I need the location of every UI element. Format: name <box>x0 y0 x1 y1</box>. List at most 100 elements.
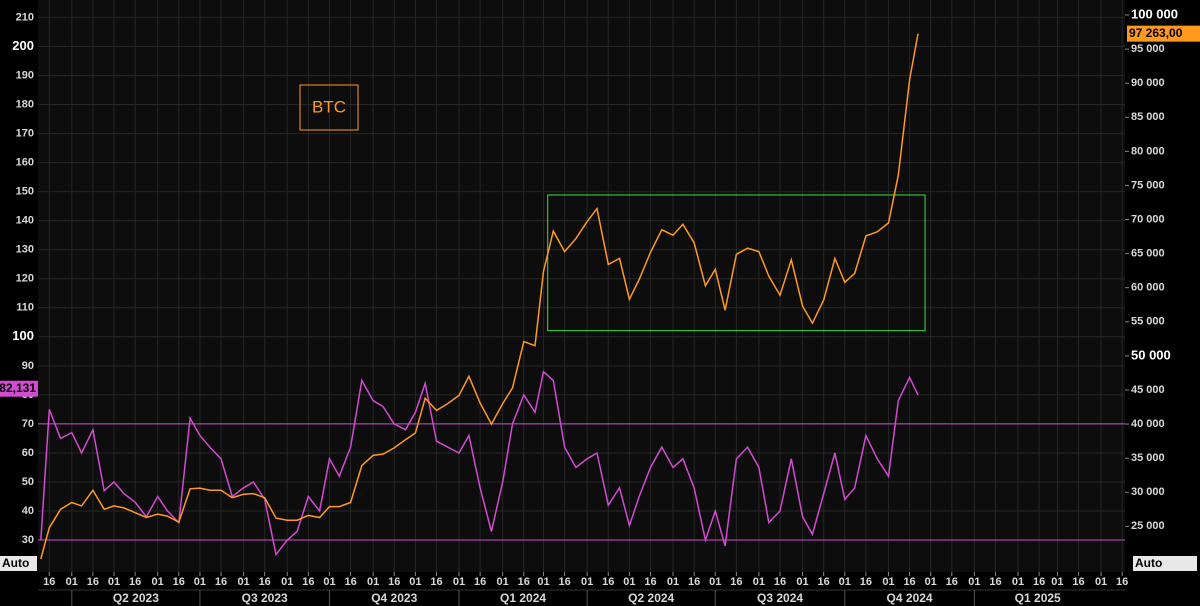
x-tick-label: 16 <box>259 576 271 588</box>
left-label-bg <box>0 380 38 397</box>
y2-tick-label: 80 000 <box>1131 145 1165 157</box>
quarter-label: Q1 2024 <box>500 591 546 605</box>
x-tick-label: 01 <box>237 576 249 588</box>
y-tick-label: 30 <box>22 534 34 546</box>
price-label-bg <box>1127 25 1200 42</box>
x-tick-label: 16 <box>302 576 314 588</box>
quarter-label: Q4 2023 <box>371 591 417 605</box>
legend-label: BTC <box>312 97 346 116</box>
x-tick-label: 16 <box>129 576 141 588</box>
y2-tick-label: 95 000 <box>1131 43 1165 55</box>
y-tick-label: 210 <box>16 11 34 23</box>
y2-tick-label: 90 000 <box>1131 77 1165 89</box>
x-tick-label: 01 <box>581 576 593 588</box>
x-tick-label: 01 <box>882 576 894 588</box>
y-tick-label: 190 <box>16 69 34 81</box>
x-tick-label: 01 <box>108 576 120 588</box>
y-tick-label: 180 <box>16 98 34 110</box>
x-tick-label: 01 <box>796 576 808 588</box>
y-tick-label: 170 <box>16 127 34 139</box>
x-tick-label: 16 <box>43 576 55 588</box>
y2-tick-label: 35 000 <box>1131 452 1165 464</box>
y-tick-label: 150 <box>16 186 34 198</box>
y-tick-label: 40 <box>22 505 34 517</box>
quarter-label: Q3 2024 <box>757 591 803 605</box>
x-tick-label: 16 <box>946 576 958 588</box>
y-tick-label: 140 <box>16 215 34 227</box>
x-tick-label: 01 <box>152 576 164 588</box>
y2-tick-label: 65 000 <box>1131 248 1165 260</box>
y-tick-label: 200 <box>12 38 34 53</box>
y-tick-label: 90 <box>22 360 34 372</box>
x-tick-label: 01 <box>537 576 549 588</box>
y2-tick-label: 100 000 <box>1131 6 1178 21</box>
x-tick-label: 01 <box>409 576 421 588</box>
x-tick-label: 16 <box>688 576 700 588</box>
y-tick-label: 110 <box>16 302 34 314</box>
x-tick-label: 01 <box>453 576 465 588</box>
legend-box <box>299 84 359 131</box>
x-tick-label: 01 <box>1012 576 1024 588</box>
series-line <box>40 33 919 560</box>
x-tick-label: 01 <box>623 576 635 588</box>
x-tick-label: 01 <box>367 576 379 588</box>
y2-tick-label: 75 000 <box>1131 179 1165 191</box>
x-tick-label: 16 <box>818 576 830 588</box>
quarter-label: Q2 2023 <box>113 591 159 605</box>
range-box <box>547 194 926 332</box>
x-tick-label: 16 <box>644 576 656 588</box>
x-tick-label: 01 <box>839 576 851 588</box>
x-tick-label: 16 <box>87 576 99 588</box>
x-tick-label: 16 <box>474 576 486 588</box>
axis-mode-left: Auto <box>2 556 29 570</box>
y-tick-label: 70 <box>22 418 34 430</box>
quarter-label: Q3 2023 <box>242 591 288 605</box>
x-tick-label: 16 <box>430 576 442 588</box>
y2-tick-label: 60 000 <box>1131 282 1165 294</box>
x-tick-label: 16 <box>1033 576 1045 588</box>
x-tick-label: 16 <box>602 576 614 588</box>
quarter-label: Q1 2025 <box>1015 591 1061 605</box>
y-tick-label: 120 <box>16 273 34 285</box>
x-tick-label: 01 <box>709 576 721 588</box>
x-tick-label: 16 <box>860 576 872 588</box>
x-tick-label: 16 <box>774 576 786 588</box>
y2-tick-label: 30 000 <box>1131 486 1165 498</box>
x-tick-label: 01 <box>323 576 335 588</box>
x-tick-label: 16 <box>1072 576 1084 588</box>
y2-tick-label: 45 000 <box>1131 384 1165 396</box>
y-tick-label: 60 <box>22 447 34 459</box>
y2-tick-label: 85 000 <box>1131 111 1165 123</box>
price-label: 97 263,00 <box>1129 26 1183 40</box>
quarter-label: Q4 2024 <box>887 591 933 605</box>
y2-tick-label: 40 000 <box>1131 418 1165 430</box>
x-tick-label: 16 <box>518 576 530 588</box>
x-tick-label: 16 <box>989 576 1001 588</box>
x-tick-label: 01 <box>281 576 293 588</box>
y2-tick-label: 55 000 <box>1131 316 1165 328</box>
y-tick-label: 130 <box>16 244 34 256</box>
x-tick-label: 16 <box>388 576 400 588</box>
y2-tick-label: 50 000 <box>1131 347 1171 362</box>
x-tick-label: 16 <box>173 576 185 588</box>
y2-tick-label: 25 000 <box>1131 520 1165 532</box>
x-tick-label: 16 <box>903 576 915 588</box>
axis-mode-left-bg <box>0 556 37 571</box>
x-tick-label: 01 <box>66 576 78 588</box>
x-tick-label: 01 <box>1095 576 1107 588</box>
plot-background <box>38 0 1125 572</box>
left-label: 82,131 <box>0 381 36 395</box>
axis-mode-right-bg <box>1133 556 1197 571</box>
x-tick-label: 01 <box>1051 576 1063 588</box>
x-tick-label: 01 <box>968 576 980 588</box>
x-tick-label: 16 <box>215 576 227 588</box>
y-tick-label: 160 <box>16 157 34 169</box>
x-tick-label: 16 <box>1116 576 1128 588</box>
quarter-label: Q2 2024 <box>628 591 674 605</box>
x-tick-label: 16 <box>558 576 570 588</box>
x-tick-label: 01 <box>194 576 206 588</box>
x-tick-label: 01 <box>753 576 765 588</box>
x-tick-label: 16 <box>344 576 356 588</box>
